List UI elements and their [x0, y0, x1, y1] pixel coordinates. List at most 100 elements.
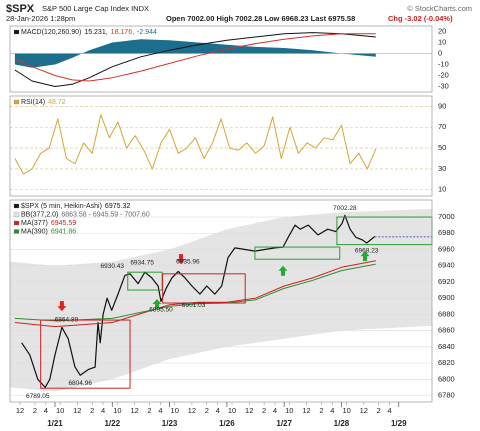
series-line: [14, 114, 377, 175]
panel-frame: [9, 95, 433, 197]
price-annotation: 6864.89: [55, 316, 79, 323]
date-label: 1/28: [334, 419, 350, 428]
y-tick-label: 6900: [438, 293, 455, 302]
legend-value: 6945.59: [51, 220, 76, 227]
price-annotation: 6968.23: [355, 248, 379, 255]
y-tick-label: 7000: [438, 212, 455, 221]
instrument-name: S&P 500 Large Cap Index INDX: [42, 4, 149, 13]
y-tick-label: -20: [438, 70, 449, 79]
signal-arrow: [57, 301, 67, 312]
price-annotation: 6901.03: [182, 302, 206, 309]
y-tick-label: 6780: [438, 390, 455, 399]
signal-box: [254, 246, 341, 260]
signal-box: [40, 319, 131, 389]
x-tick-label: 12: [188, 406, 196, 415]
legend-label: MACD(120,260,90): [21, 29, 81, 36]
signal-arrow: [360, 251, 370, 262]
y-tick-label: 30: [438, 164, 446, 173]
series-line: [21, 214, 376, 388]
symbol: $SPX: [6, 3, 35, 15]
legend-value: 15.231,: [84, 29, 107, 36]
date-label: 1/29: [391, 419, 407, 428]
y-tick-label: 6820: [438, 358, 455, 367]
x-tick-label: 4: [44, 406, 48, 415]
series-line: [14, 33, 376, 82]
x-tick-label: 2: [377, 406, 381, 415]
x-tick-label: 2: [205, 406, 209, 415]
price-annotation: 6804.96: [68, 380, 92, 387]
y-tick-label: 70: [438, 122, 446, 131]
price-annotation: 6895.50: [149, 307, 173, 314]
y-tick-label: 50: [438, 143, 446, 152]
x-tick-label: 2: [147, 406, 151, 415]
x-tick-label: 2: [262, 406, 266, 415]
x-tick-label: 4: [158, 406, 162, 415]
date-label: 1/26: [219, 419, 235, 428]
series-line: [14, 260, 376, 328]
quote: Open 7002.00 High 7002.28 Low 6968.23 La…: [166, 14, 355, 23]
y-tick-label: 0: [438, 48, 442, 57]
y-tick-label: 6800: [438, 374, 455, 383]
x-tick-label: 12: [73, 406, 81, 415]
x-tick-label: 10: [113, 406, 121, 415]
x-tick-label: 10: [228, 406, 236, 415]
legend-value: 6941.86: [51, 228, 76, 235]
x-tick-label: 10: [171, 406, 179, 415]
signal-arrow: [176, 254, 186, 265]
y-tick-label: 20: [438, 26, 446, 35]
x-tick-label: 4: [273, 406, 277, 415]
x-tick-label: 2: [90, 406, 94, 415]
x-tick-label: 12: [16, 406, 24, 415]
date-label: 1/27: [276, 419, 292, 428]
panel-frame: [9, 25, 433, 93]
panel: [10, 208, 432, 402]
band-area: [10, 325, 432, 402]
price-annotation: 6930.43: [101, 263, 125, 270]
date-label: 1/21: [47, 419, 63, 428]
signal-arrow: [278, 265, 288, 276]
signal-arrow: [152, 299, 162, 309]
x-tick-label: 12: [130, 406, 138, 415]
date-label: 1/22: [104, 419, 120, 428]
x-tick-label: 12: [302, 406, 310, 415]
y-tick-label: -30: [438, 81, 449, 90]
price-annotation: 6789.05: [26, 393, 50, 400]
legend-label: RSI(14): [21, 99, 45, 106]
legend-swatch: [13, 29, 20, 35]
x-tick-label: 4: [101, 406, 105, 415]
panel: [10, 106, 432, 191]
y-tick-label: 6960: [438, 244, 455, 253]
panel-frame: [9, 199, 433, 403]
signal-box: [127, 271, 163, 291]
signal-box: [162, 273, 246, 304]
change: Chg -3.02 (-0.04%): [388, 14, 453, 23]
legend-value: 18.176,: [111, 29, 134, 36]
x-tick-label: 2: [319, 406, 323, 415]
legend-value: -2.944: [137, 29, 157, 36]
price-annotation: 6934.75: [130, 260, 154, 267]
y-tick-label: 6860: [438, 326, 455, 335]
x-tick-label: 2: [33, 406, 37, 415]
y-tick-label: 10: [438, 37, 446, 46]
price-annotation: 7002.28: [333, 205, 357, 212]
y-tick-label: 6840: [438, 342, 455, 351]
panel: [10, 32, 432, 87]
x-tick-label: 10: [285, 406, 293, 415]
price-annotation: 6935.96: [176, 259, 200, 266]
legend-swatch: [13, 229, 20, 234]
x-tick-label: 12: [245, 406, 253, 415]
x-tick-label: 10: [342, 406, 350, 415]
legend-swatch: [13, 99, 20, 105]
y-tick-label: 10: [438, 185, 446, 194]
legend-swatch: [13, 212, 20, 217]
y-tick-label: -10: [438, 59, 449, 68]
x-tick-label: 12: [360, 406, 368, 415]
x-tick-label: 4: [330, 406, 334, 415]
date-label: 1/23: [162, 419, 178, 428]
legend-value: 6975.32: [105, 203, 130, 210]
date: 28-Jan-2026 1:28pm: [6, 14, 75, 23]
legend-label: MA(390): [21, 228, 48, 235]
legend-value: 6863.58 - 6945.59 - 7007.60: [61, 211, 149, 218]
x-tick-label: 4: [216, 406, 220, 415]
